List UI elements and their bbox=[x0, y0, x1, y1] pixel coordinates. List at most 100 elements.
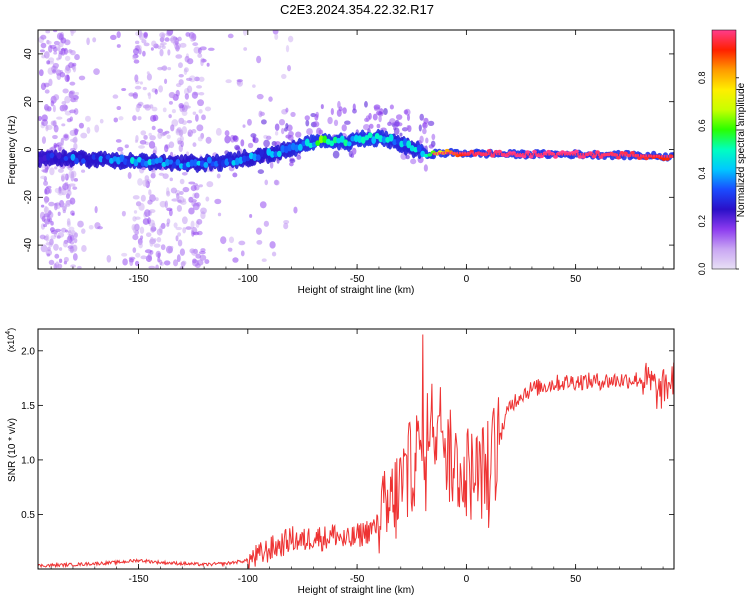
snr-panel: -150 -100 -50 0 50 0.5 1.0 1.5 2.0 Height of st… bbox=[5, 328, 675, 596]
spectrogram-noise-cell bbox=[178, 102, 184, 109]
spectrogram-noise-cell bbox=[162, 107, 167, 113]
spectrogram-noise-cell bbox=[153, 145, 158, 154]
spectrogram-noise-cell bbox=[274, 180, 280, 186]
spectrogram-noise-cell bbox=[147, 252, 152, 261]
spectrogram-noise-cell bbox=[184, 105, 191, 109]
spectrogram-noise-cell bbox=[285, 45, 290, 53]
snr-frame bbox=[37, 328, 675, 570]
spectrogram-peak-cell bbox=[624, 153, 627, 157]
spectrogram-noise-cell bbox=[68, 183, 76, 187]
spectrogram-noise-cell bbox=[170, 187, 178, 194]
spectrogram-noise-cell bbox=[146, 73, 152, 81]
spectrogram-noise-cell bbox=[70, 50, 76, 56]
spectrogram-noise-cell bbox=[196, 218, 203, 225]
spectrogram-ridge-cell bbox=[157, 156, 163, 164]
spectrogram-noise-cell bbox=[418, 124, 422, 132]
spectrogram-noise-cell bbox=[45, 30, 51, 34]
spectrogram-noise-cell bbox=[121, 252, 128, 257]
spectrogram-noise-cell bbox=[274, 130, 279, 136]
spectrogram-noise-cell bbox=[192, 142, 197, 147]
spectrogram-peak-cell bbox=[485, 152, 488, 155]
spectrogram-ridge-cell bbox=[133, 159, 139, 167]
spectrogram-noise-cell bbox=[52, 104, 56, 113]
spectrogram-ridge-cell bbox=[56, 152, 62, 159]
spectrogram-noise-cell bbox=[256, 55, 262, 64]
spectrogram-noise-cell bbox=[62, 241, 68, 248]
spectrogram-peak-cell bbox=[671, 155, 674, 158]
spectrogram-noise-cell bbox=[305, 119, 310, 127]
spectrogram-noise-cell bbox=[177, 232, 182, 237]
spectrogram-noise-cell bbox=[148, 189, 152, 196]
spectrogram-noise-cell bbox=[368, 123, 374, 129]
spectrogram-noise-cell bbox=[205, 196, 210, 202]
spectrogram-noise-cell bbox=[175, 235, 179, 242]
spectrogram-noise-cell bbox=[234, 144, 240, 151]
spectrogram-noise-cell bbox=[287, 65, 291, 72]
spectrogram-noise-cell bbox=[175, 226, 183, 231]
spectrogram-ridge-cell bbox=[630, 151, 635, 155]
spectrogram-peak-cell bbox=[556, 152, 558, 156]
snr-x-tick-label: 0 bbox=[464, 574, 470, 585]
spectrogram-noise-cell bbox=[227, 33, 234, 39]
spectrogram-noise-cell bbox=[140, 235, 144, 240]
spectrogram-noise-cell bbox=[49, 227, 55, 233]
spectrogram-noise-cell bbox=[389, 104, 394, 110]
spectrogram-noise-cell bbox=[263, 139, 270, 148]
spectrogram-noise-cell bbox=[62, 202, 68, 210]
spectrogram-peak-cell bbox=[503, 152, 506, 156]
spectrogram-noise-cell bbox=[74, 91, 80, 96]
spectrogram-ridge-cell bbox=[595, 150, 600, 154]
spectrogram-noise-cell bbox=[121, 87, 127, 92]
spectrogram-noise-cell bbox=[88, 225, 94, 230]
spectrogram-noise-cell bbox=[256, 93, 264, 100]
spectrogram-peak-cell bbox=[558, 152, 561, 156]
spectrogram-noise-cell bbox=[144, 249, 152, 254]
spectrogram-noise-cell bbox=[132, 48, 140, 55]
spectrogram-noise-cell bbox=[50, 100, 55, 107]
spectrogram-noise-cell bbox=[198, 76, 205, 82]
spectrogram-ridge-cell bbox=[616, 155, 621, 160]
spectrogram-noise-cell bbox=[143, 32, 148, 39]
spectrogram-noise-cell bbox=[132, 94, 138, 100]
spectrogram-peak-cell bbox=[592, 153, 595, 156]
spectrogram-noise-cell bbox=[278, 118, 286, 126]
spectrogram-noise-cell bbox=[53, 66, 58, 71]
spectrogram-noise-cell bbox=[199, 46, 207, 51]
spectrogram-noise-cell bbox=[73, 128, 80, 133]
spectrogram-noise-cell bbox=[149, 135, 156, 141]
spectrogram-noise-cell bbox=[132, 55, 137, 60]
spectrogram-noise-cell bbox=[173, 222, 178, 228]
spectrogram-ridge-cell bbox=[318, 135, 324, 144]
spectrogram-noise-cell bbox=[232, 135, 238, 141]
spectrogram-noise-cell bbox=[178, 62, 183, 69]
spectrogram-marks bbox=[38, 30, 674, 269]
spectrogram-noise-cell bbox=[142, 86, 147, 91]
spectrogram-noise-cell bbox=[94, 124, 100, 133]
spectrogram-noise-cell bbox=[423, 117, 429, 124]
spectrogram-noise-cell bbox=[179, 42, 187, 48]
spectrogram-ridge-cell bbox=[329, 140, 335, 147]
spectrogram-peak-cell bbox=[666, 155, 669, 158]
spectrogram-noise-cell bbox=[263, 220, 269, 227]
spectrogram-noise-cell bbox=[132, 216, 137, 222]
spectrogram-noise-cell bbox=[215, 127, 222, 136]
spectrogram-noise-cell bbox=[159, 43, 165, 48]
spectrogram-noise-cell bbox=[175, 44, 180, 52]
spectrogram-noise-cell bbox=[252, 84, 256, 88]
spectrogram-noise-cell bbox=[48, 241, 53, 248]
spectrogram-noise-cell bbox=[39, 234, 46, 240]
spectrogram-noise-cell bbox=[269, 241, 276, 249]
spectrogram-peak-cell bbox=[647, 154, 650, 158]
spectrogram-y-tick-label: -20 bbox=[23, 190, 34, 205]
spectrogram-noise-cell bbox=[70, 264, 76, 268]
spectrogram-noise-cell bbox=[56, 32, 63, 40]
spectrogram-noise-cell bbox=[225, 79, 232, 84]
spectrogram-noise-cell bbox=[295, 131, 302, 138]
spectrogram-noise-cell bbox=[181, 216, 188, 225]
spectrogram-noise-cell bbox=[106, 254, 112, 263]
spectrogram-noise-cell bbox=[289, 161, 294, 167]
spectrogram-peak-cell bbox=[571, 152, 574, 156]
spectrogram-peak-cell bbox=[537, 152, 540, 156]
spectrogram-noise-cell bbox=[121, 210, 126, 217]
